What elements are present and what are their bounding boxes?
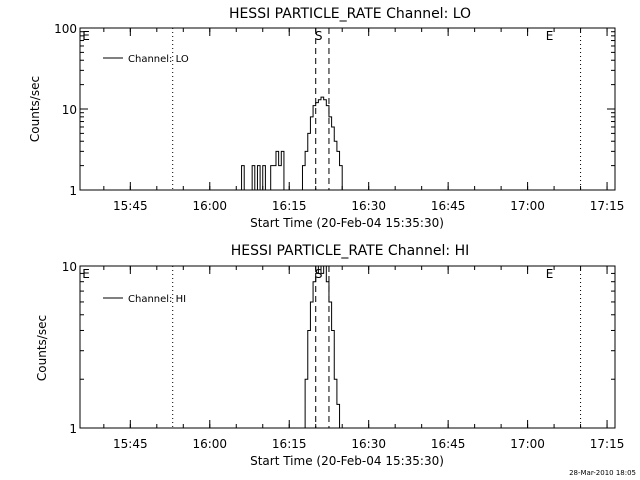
x-tick-label: 16:15 [272,437,307,451]
y-tick-label: 100 [54,22,77,36]
x-tick-label: 16:30 [351,437,386,451]
panel-lo-xlabel: Start Time (20-Feb-04 15:35:30) [250,216,444,230]
event-marker-label: E [546,267,554,281]
x-tick-label: 17:15 [590,199,625,213]
x-tick-label: 17:00 [510,199,545,213]
panel-hi-series [302,265,343,429]
x-tick-label: 16:45 [431,199,466,213]
x-tick-label: 17:15 [590,437,625,451]
panel-hi-ylabel: Counts/sec [35,315,49,381]
panel-hi-xlabel: Start Time (20-Feb-04 15:35:30) [250,454,444,468]
panel-hi-title: HESSI PARTICLE_RATE Channel: HI [231,243,469,259]
series-line-hi [302,265,343,429]
x-tick-label: 15:45 [113,437,148,451]
panel-hi-legend: Channel: HI [103,294,186,305]
series-line-lo [238,96,351,191]
x-tick-label: 16:00 [192,437,227,451]
panel-lo: HESSI PARTICLE_RATE Channel: LO Start Ti… [28,6,624,230]
y-tick-label: 10 [62,103,77,117]
panel-lo-ylabel: Counts/sec [28,76,42,142]
footer-timestamp: 28-Mar-2010 18:05 [569,469,636,477]
panel-lo-title: HESSI PARTICLE_RATE Channel: LO [229,6,471,22]
panel-hi-frame [79,265,616,429]
legend-label-hi: Channel: HI [128,294,186,305]
x-tick-label: 17:00 [510,437,545,451]
event-marker-label: S [315,29,323,43]
x-tick-label: 16:30 [351,199,386,213]
y-tick-label: 1 [69,422,77,436]
panel-hi: HESSI PARTICLE_RATE Channel: HI Start Ti… [35,243,624,468]
event-marker-label: E [546,29,554,43]
panel-hi-ticks: 15:45 16:00 16:15 16:30 16:45 17:00 17:15 1 10 [62,260,625,451]
y-tick-label: 1 [69,184,77,198]
event-marker-label: E [82,29,90,43]
y-tick-label: 10 [62,260,77,274]
panel-lo-legend: Channel: LO [103,54,189,65]
legend-label-lo: Channel: LO [128,54,189,65]
x-tick-label: 15:45 [113,199,148,213]
event-marker-label: S [315,267,323,281]
x-tick-label: 16:15 [272,199,307,213]
panel-lo-frame [79,27,616,191]
panel-lo-ticks: 15:45 16:00 16:15 16:30 16:45 17:00 17:15 1 10 10… [54,22,624,213]
x-tick-label: 16:45 [431,437,466,451]
x-tick-label: 16:00 [192,199,227,213]
event-marker-label: E [82,267,90,281]
panel-lo-series [238,96,351,191]
